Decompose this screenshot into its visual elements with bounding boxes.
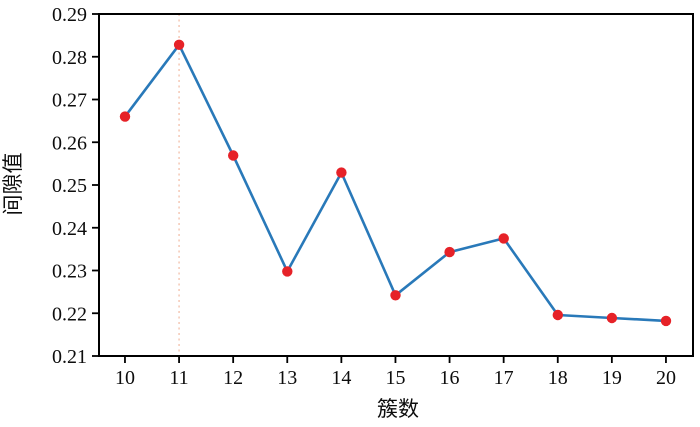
x-tick-label: 17 [494, 367, 514, 389]
data-point-marker [119, 111, 131, 122]
y-tick-label: 0.25 [52, 175, 87, 197]
data-point-marker [552, 309, 563, 321]
y-tick-label: 0.23 [52, 261, 87, 283]
data-point-marker [390, 290, 401, 301]
plot-border [98, 13, 694, 357]
data-point-marker [660, 315, 672, 327]
x-tick-label: 20 [656, 367, 676, 389]
y-tick-label: 0.27 [52, 90, 87, 112]
x-tick-label: 10 [115, 367, 135, 389]
gap-value-line [123, 43, 668, 323]
x-tick-label: 19 [602, 367, 622, 389]
x-tick-label: 16 [440, 367, 460, 389]
y-tick-label: 0.22 [52, 303, 87, 325]
data-point-marker [498, 233, 509, 244]
y-tick-label: 0.21 [52, 346, 87, 368]
x-tick-label: 12 [223, 367, 243, 389]
x-tick-label: 11 [169, 367, 188, 389]
data-point-marker [444, 246, 455, 258]
data-point-marker [336, 167, 347, 178]
data-point-marker [282, 266, 293, 277]
x-axis-label: 簇数 [377, 397, 419, 421]
y-tick-label: 0.24 [52, 218, 87, 240]
x-tick-label: 15 [385, 367, 405, 389]
x-tick-label: 18 [548, 367, 568, 389]
y-tick-label: 0.29 [52, 4, 87, 26]
x-tick-label: 13 [277, 367, 297, 389]
x-tick-label: 14 [331, 367, 351, 389]
y-tick-label: 0.28 [52, 47, 87, 69]
y-axis-label: 间隙值 [1, 153, 25, 216]
data-point-marker [173, 39, 185, 50]
data-point-marker [228, 150, 239, 161]
y-tick-label: 0.26 [52, 132, 87, 154]
data-point-marker [606, 312, 618, 324]
